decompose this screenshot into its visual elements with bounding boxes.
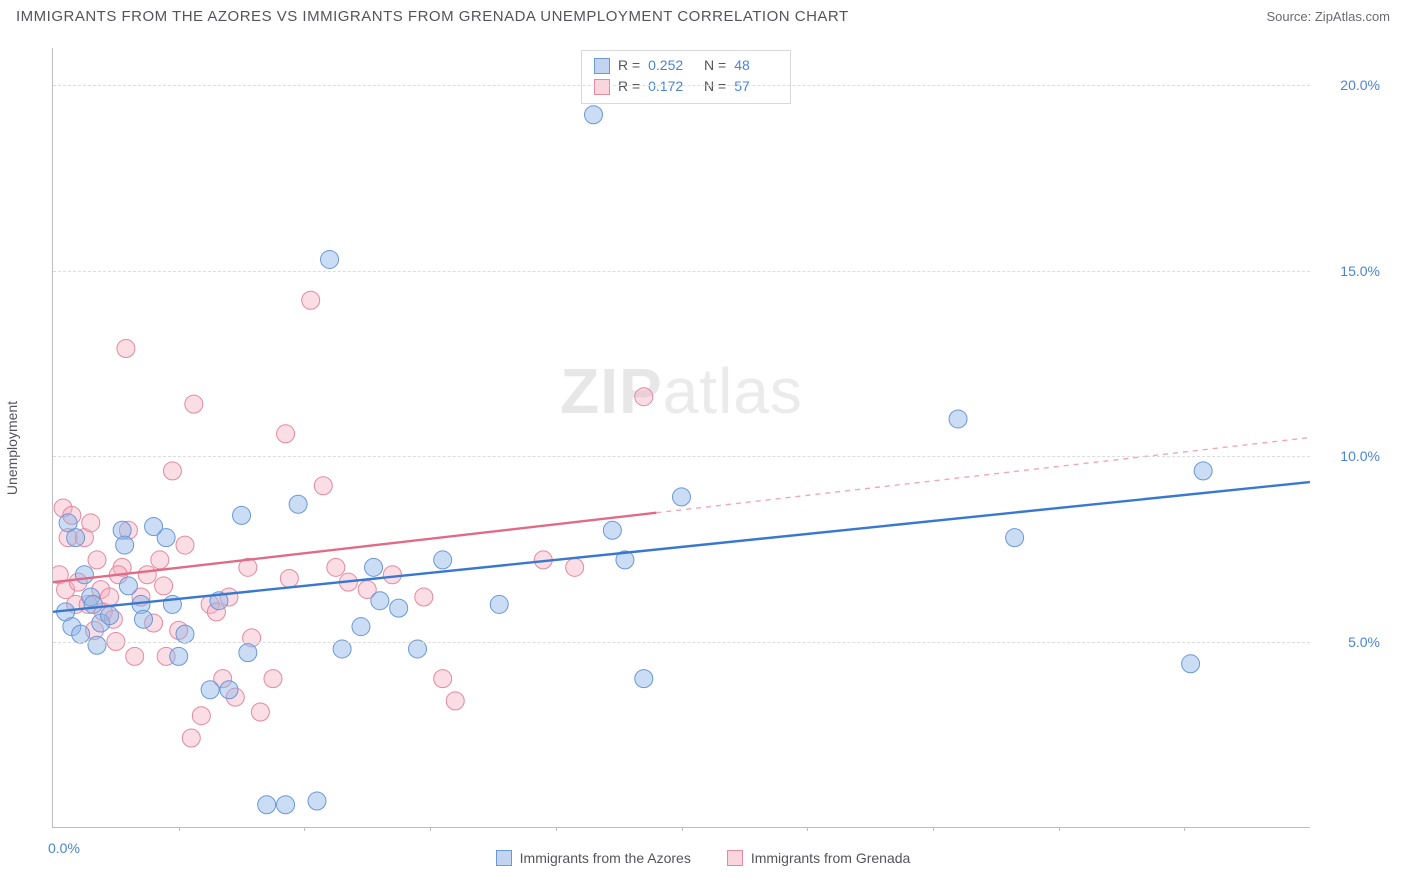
data-point: [314, 477, 332, 495]
data-point: [566, 558, 584, 576]
data-point: [280, 569, 298, 587]
data-point: [182, 729, 200, 747]
y-tick-label: 5.0%: [1320, 634, 1380, 650]
data-point: [264, 670, 282, 688]
swatch-pink-icon: [594, 79, 610, 95]
data-point: [163, 462, 181, 480]
data-point: [258, 796, 276, 814]
data-point: [603, 521, 621, 539]
data-point: [1194, 462, 1212, 480]
legend-item-azores: Immigrants from the Azores: [496, 850, 691, 866]
data-point: [201, 681, 219, 699]
plot-svg: [53, 48, 1310, 827]
legend-label-grenada: Immigrants from Grenada: [751, 850, 911, 866]
data-point: [145, 518, 163, 536]
data-point: [185, 395, 203, 413]
data-point: [390, 599, 408, 617]
scatter-plot: ZIPatlas R = 0.252 N = 48 R = 0.172 N = …: [52, 48, 1310, 828]
data-point: [333, 640, 351, 658]
data-point: [67, 529, 85, 547]
data-point: [116, 536, 134, 554]
data-point: [82, 514, 100, 532]
data-point: [220, 681, 238, 699]
data-point: [635, 670, 653, 688]
data-point: [101, 588, 119, 606]
data-point: [327, 558, 345, 576]
n-label: N =: [700, 76, 726, 97]
data-point: [135, 610, 153, 628]
data-point: [155, 577, 173, 595]
legend: Immigrants from the Azores Immigrants fr…: [0, 850, 1406, 866]
data-point: [949, 410, 967, 428]
data-point: [365, 558, 383, 576]
data-point: [233, 506, 251, 524]
data-point: [151, 551, 169, 569]
r-label: R =: [618, 76, 640, 97]
y-tick-label: 15.0%: [1320, 263, 1380, 279]
y-axis-label: Unemployment: [4, 401, 20, 495]
r-label: R =: [618, 55, 640, 76]
data-point: [302, 291, 320, 309]
stats-row-grenada: R = 0.172 N = 57: [594, 76, 778, 97]
data-point: [239, 644, 257, 662]
data-point: [289, 495, 307, 513]
data-point: [192, 707, 210, 725]
data-point: [434, 670, 452, 688]
data-point: [176, 536, 194, 554]
legend-item-grenada: Immigrants from Grenada: [727, 850, 911, 866]
data-point: [251, 703, 269, 721]
data-point: [409, 640, 427, 658]
data-point: [277, 425, 295, 443]
source-label: Source: ZipAtlas.com: [1266, 9, 1390, 24]
data-point: [415, 588, 433, 606]
data-point: [75, 566, 93, 584]
swatch-blue-icon: [594, 58, 610, 74]
y-tick-label: 20.0%: [1320, 77, 1380, 93]
data-point: [1006, 529, 1024, 547]
chart-header: IMMIGRANTS FROM THE AZORES VS IMMIGRANTS…: [0, 0, 1406, 29]
legend-label-azores: Immigrants from the Azores: [520, 850, 691, 866]
data-point: [170, 647, 188, 665]
chart-title: IMMIGRANTS FROM THE AZORES VS IMMIGRANTS…: [16, 8, 849, 25]
n-value-grenada: 57: [734, 76, 778, 97]
data-point: [434, 551, 452, 569]
trend-line: [53, 513, 656, 582]
data-point: [635, 388, 653, 406]
data-point: [176, 625, 194, 643]
data-point: [277, 796, 295, 814]
correlation-stats-box: R = 0.252 N = 48 R = 0.172 N = 57: [581, 50, 791, 104]
data-point: [308, 792, 326, 810]
data-point: [126, 647, 144, 665]
data-point: [1182, 655, 1200, 673]
swatch-blue-icon: [496, 850, 512, 866]
y-tick-label: 10.0%: [1320, 448, 1380, 464]
data-point: [321, 250, 339, 268]
data-point: [84, 595, 102, 613]
data-point: [117, 339, 135, 357]
data-point: [673, 488, 691, 506]
swatch-pink-icon: [727, 850, 743, 866]
data-point: [101, 607, 119, 625]
data-point: [88, 636, 106, 654]
chart-area: Unemployment ZIPatlas R = 0.252 N = 48 R…: [40, 48, 1390, 832]
r-value-azores: 0.252: [648, 55, 692, 76]
data-point: [138, 566, 156, 584]
data-point: [490, 595, 508, 613]
data-point: [585, 106, 603, 124]
trend-line-dashed: [656, 438, 1310, 513]
data-point: [119, 577, 137, 595]
data-point: [88, 551, 106, 569]
data-point: [383, 566, 401, 584]
n-value-azores: 48: [734, 55, 778, 76]
r-value-grenada: 0.172: [648, 76, 692, 97]
data-point: [72, 625, 90, 643]
data-point: [371, 592, 389, 610]
n-label: N =: [700, 55, 726, 76]
data-point: [446, 692, 464, 710]
data-point: [352, 618, 370, 636]
stats-row-azores: R = 0.252 N = 48: [594, 55, 778, 76]
